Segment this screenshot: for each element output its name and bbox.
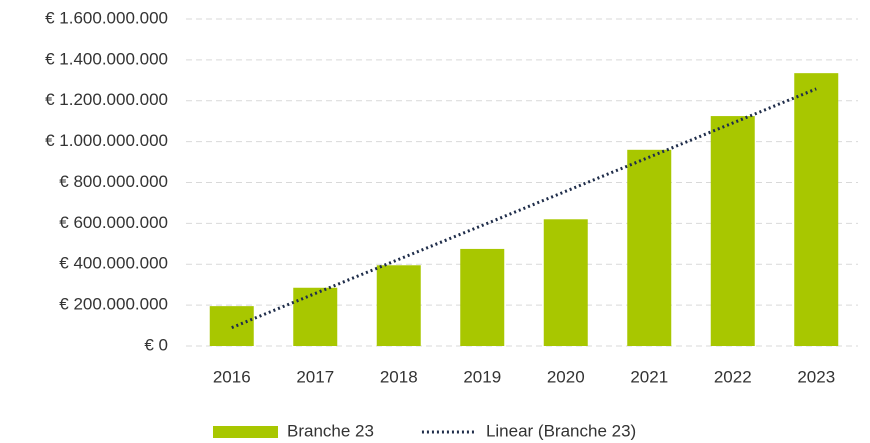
y-tick-label: € 200.000.000: [59, 295, 168, 314]
bar: [376, 265, 421, 346]
x-tick-label: 2017: [296, 367, 334, 386]
bar: [627, 149, 672, 346]
trend-line: [231, 87, 817, 329]
legend-label: Linear (Branche 23): [486, 421, 636, 440]
bar: [543, 219, 588, 346]
x-tick-label: 2020: [547, 367, 585, 386]
x-tick-label: 2022: [714, 367, 752, 386]
x-tick-label: 2021: [630, 367, 668, 386]
x-tick-label: 2019: [463, 367, 501, 386]
x-tick-label: 2018: [380, 367, 418, 386]
bar: [293, 287, 338, 346]
bar: [710, 116, 755, 346]
y-tick-label: € 600.000.000: [59, 213, 168, 232]
y-tick-label: € 0: [144, 335, 168, 354]
y-tick-label: € 1.400.000.000: [45, 49, 168, 68]
legend-swatch: [213, 426, 278, 438]
bar: [794, 73, 839, 347]
y-tick-label: € 1.000.000.000: [45, 131, 168, 150]
legend-label: Branche 23: [287, 421, 374, 440]
y-tick-label: € 1.200.000.000: [45, 90, 168, 109]
bar: [460, 248, 505, 346]
y-tick-label: € 1.600.000.000: [45, 8, 168, 27]
x-tick-label: 2023: [797, 367, 835, 386]
x-tick-label: 2016: [213, 367, 251, 386]
y-tick-label: € 400.000.000: [59, 254, 168, 273]
y-tick-label: € 800.000.000: [59, 172, 168, 191]
